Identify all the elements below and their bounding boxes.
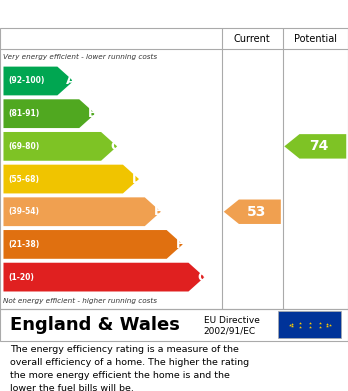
Text: D: D xyxy=(132,172,142,186)
Polygon shape xyxy=(3,197,161,226)
Text: G: G xyxy=(197,271,207,283)
Text: Current: Current xyxy=(234,34,271,44)
Text: B: B xyxy=(88,107,97,120)
Text: (81-91): (81-91) xyxy=(9,109,40,118)
Polygon shape xyxy=(3,165,139,194)
Text: (55-68): (55-68) xyxy=(9,174,40,183)
Text: Potential: Potential xyxy=(294,34,337,44)
Text: (39-54): (39-54) xyxy=(9,207,40,216)
Text: EU Directive: EU Directive xyxy=(204,316,260,325)
Text: (69-80): (69-80) xyxy=(9,142,40,151)
Text: (21-38): (21-38) xyxy=(9,240,40,249)
Text: C: C xyxy=(110,140,119,153)
Polygon shape xyxy=(3,132,117,161)
Text: 2002/91/EC: 2002/91/EC xyxy=(204,327,256,336)
Text: The energy efficiency rating is a measure of the
overall efficiency of a home. T: The energy efficiency rating is a measur… xyxy=(10,345,250,391)
Text: E: E xyxy=(154,205,163,218)
Polygon shape xyxy=(224,199,281,224)
Polygon shape xyxy=(3,66,73,95)
Text: 74: 74 xyxy=(309,139,329,153)
Text: (92-100): (92-100) xyxy=(9,77,45,86)
Text: Energy Efficiency Rating: Energy Efficiency Rating xyxy=(69,7,279,22)
Polygon shape xyxy=(3,263,205,291)
Text: A: A xyxy=(66,75,76,88)
Text: Not energy efficient - higher running costs: Not energy efficient - higher running co… xyxy=(3,298,158,304)
Text: Very energy efficient - lower running costs: Very energy efficient - lower running co… xyxy=(3,54,158,60)
Polygon shape xyxy=(3,230,183,259)
Text: England & Wales: England & Wales xyxy=(10,316,180,334)
Bar xyxy=(278,312,341,338)
Polygon shape xyxy=(3,99,95,128)
Text: F: F xyxy=(176,238,184,251)
Text: 53: 53 xyxy=(246,205,266,219)
Polygon shape xyxy=(284,134,346,159)
Text: (1-20): (1-20) xyxy=(9,273,34,282)
